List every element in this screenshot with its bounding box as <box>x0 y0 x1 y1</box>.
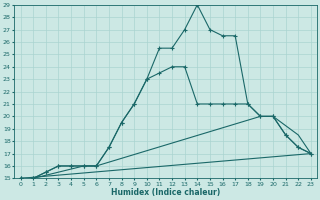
X-axis label: Humidex (Indice chaleur): Humidex (Indice chaleur) <box>111 188 220 197</box>
